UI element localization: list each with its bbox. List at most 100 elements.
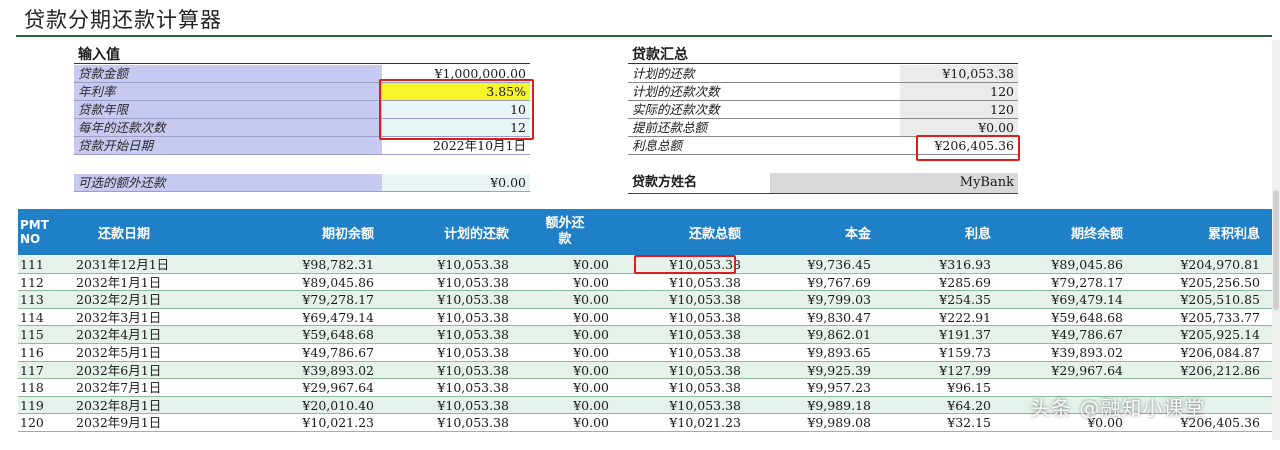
total-payment-cell[interactable]: ¥10,053.38 <box>669 274 741 290</box>
date-cell[interactable]: 2032年7月1日 <box>76 380 162 396</box>
opening-balance-cell[interactable]: ¥89,045.86 <box>302 274 374 290</box>
pmt-no-cell[interactable]: 117 <box>20 362 44 378</box>
date-cell[interactable]: 2032年2月1日 <box>76 292 162 308</box>
extra-payment-cell[interactable]: ¥0.00 <box>573 362 609 378</box>
scheduled-payment-cell[interactable]: ¥10,053.38 <box>437 257 509 272</box>
payments-per-year-cell[interactable]: 12 <box>382 119 530 137</box>
scheduled-payment-cell[interactable]: ¥10,053.38 <box>437 327 509 343</box>
cumulative-interest-cell[interactable]: ¥205,510.85 <box>1180 292 1260 308</box>
scheduled-payment-cell[interactable]: ¥10,053.38 <box>437 344 509 360</box>
pmt-no-cell[interactable]: 116 <box>20 344 44 360</box>
pmt-no-cell[interactable]: 118 <box>20 380 44 396</box>
closing-balance-cell[interactable]: ¥79,278.17 <box>1051 274 1123 290</box>
closing-balance-cell[interactable]: ¥39,893.02 <box>1051 344 1123 360</box>
extra-payment-cell[interactable]: ¥0.00 <box>573 397 609 413</box>
total-payment-cell[interactable]: ¥10,053.38 <box>669 257 741 272</box>
principal-cell[interactable]: ¥9,925.39 <box>807 362 871 378</box>
opening-balance-cell[interactable]: ¥39,893.02 <box>302 362 374 378</box>
opening-balance-cell[interactable]: ¥69,479.14 <box>302 309 374 325</box>
opening-balance-cell[interactable]: ¥29,967.64 <box>302 380 374 396</box>
total-payment-cell[interactable]: ¥10,053.38 <box>669 344 741 360</box>
extra-payment-cell[interactable]: ¥0.00 <box>573 327 609 343</box>
scheduled-payment-cell[interactable]: ¥10,053.38 <box>437 274 509 290</box>
principal-cell[interactable]: ¥9,830.47 <box>807 309 871 325</box>
interest-cell[interactable]: ¥32.15 <box>947 415 991 431</box>
scheduled-payment-cell[interactable]: ¥10,053.38 <box>437 380 509 396</box>
lender-name-cell[interactable]: MyBank <box>770 173 1018 193</box>
pmt-no-cell[interactable]: 115 <box>20 327 44 343</box>
total-payment-cell[interactable]: ¥10,053.38 <box>669 397 741 413</box>
closing-balance-cell[interactable]: ¥0.00 <box>1087 415 1123 431</box>
principal-cell[interactable]: ¥9,862.01 <box>807 327 871 343</box>
date-cell[interactable]: 2032年4月1日 <box>76 327 162 343</box>
scrollbar-thumb[interactable] <box>1273 190 1279 310</box>
pmt-no-cell[interactable]: 111 <box>20 257 44 272</box>
cumulative-interest-cell[interactable]: ¥205,925.14 <box>1180 327 1260 343</box>
extra-payment-cell[interactable]: ¥0.00 <box>382 174 530 192</box>
cumulative-interest-cell[interactable]: ¥206,084.87 <box>1180 344 1260 360</box>
opening-balance-cell[interactable]: ¥49,786.67 <box>302 344 374 360</box>
closing-balance-cell[interactable]: ¥29,967.64 <box>1051 362 1123 378</box>
closing-balance-cell[interactable]: ¥69,479.14 <box>1051 292 1123 308</box>
principal-cell[interactable]: ¥9,957.23 <box>807 380 871 396</box>
date-cell[interactable]: 2032年9月1日 <box>76 415 162 431</box>
cumulative-interest-cell[interactable]: ¥204,970.81 <box>1180 257 1260 272</box>
total-payment-cell[interactable]: ¥10,053.38 <box>669 327 741 343</box>
total-payment-cell[interactable]: ¥10,053.38 <box>669 362 741 378</box>
closing-balance-cell[interactable]: ¥89,045.86 <box>1051 257 1123 272</box>
interest-cell[interactable]: ¥64.20 <box>947 397 991 413</box>
closing-balance-cell[interactable]: ¥49,786.67 <box>1051 327 1123 343</box>
principal-cell[interactable]: ¥9,799.03 <box>807 292 871 308</box>
scheduled-payment-cell[interactable]: ¥10,053.38 <box>437 309 509 325</box>
extra-payment-cell[interactable]: ¥0.00 <box>573 344 609 360</box>
scheduled-payment-cell[interactable]: ¥10,053.38 <box>437 397 509 413</box>
principal-cell[interactable]: ¥9,989.18 <box>807 397 871 413</box>
date-cell[interactable]: 2032年1月1日 <box>76 274 162 290</box>
interest-cell[interactable]: ¥159.73 <box>939 344 991 360</box>
pmt-no-cell[interactable]: 114 <box>20 309 44 325</box>
vertical-scrollbar[interactable] <box>1272 40 1280 440</box>
extra-payment-cell[interactable]: ¥0.00 <box>573 274 609 290</box>
loan-years-cell[interactable]: 10 <box>382 101 530 119</box>
interest-cell[interactable]: ¥285.69 <box>939 274 991 290</box>
scheduled-payment-cell[interactable]: ¥10,053.38 <box>437 362 509 378</box>
scheduled-payment-cell[interactable]: ¥10,053.38 <box>437 292 509 308</box>
date-cell[interactable]: 2032年5月1日 <box>76 344 162 360</box>
opening-balance-cell[interactable]: ¥59,648.68 <box>302 327 374 343</box>
extra-payment-cell[interactable]: ¥0.00 <box>573 257 609 272</box>
interest-cell[interactable]: ¥254.35 <box>939 292 991 308</box>
opening-balance-cell[interactable]: ¥79,278.17 <box>302 292 374 308</box>
pmt-no-cell[interactable]: 113 <box>20 292 44 308</box>
extra-payment-cell[interactable]: ¥0.00 <box>573 309 609 325</box>
annual-rate-cell[interactable]: 3.85% <box>382 83 530 101</box>
principal-cell[interactable]: ¥9,989.08 <box>807 415 871 431</box>
extra-payment-cell[interactable]: ¥0.00 <box>573 380 609 396</box>
pmt-no-cell[interactable]: 120 <box>20 415 44 431</box>
opening-balance-cell[interactable]: ¥98,782.31 <box>302 257 374 272</box>
loan-amount-cell[interactable]: ¥1,000,000.00 <box>382 65 530 83</box>
date-cell[interactable]: 2031年12月1日 <box>76 257 170 272</box>
start-date-cell[interactable]: 2022年10月1日 <box>382 137 530 155</box>
opening-balance-cell[interactable]: ¥10,021.23 <box>302 415 374 431</box>
date-cell[interactable]: 2032年8月1日 <box>76 397 162 413</box>
interest-cell[interactable]: ¥191.37 <box>939 327 991 343</box>
cumulative-interest-cell[interactable]: ¥206,405.36 <box>1180 415 1260 431</box>
cumulative-interest-cell[interactable]: ¥205,256.50 <box>1180 274 1260 290</box>
interest-cell[interactable]: ¥316.93 <box>939 257 991 272</box>
total-payment-cell[interactable]: ¥10,021.23 <box>669 415 741 431</box>
extra-payment-cell[interactable]: ¥0.00 <box>573 415 609 431</box>
principal-cell[interactable]: ¥9,736.45 <box>807 257 871 272</box>
interest-cell[interactable]: ¥96.15 <box>947 380 991 396</box>
interest-cell[interactable]: ¥222.91 <box>939 309 991 325</box>
date-cell[interactable]: 2032年3月1日 <box>76 309 162 325</box>
cumulative-interest-cell[interactable]: ¥206,212.86 <box>1180 362 1260 378</box>
pmt-no-cell[interactable]: 112 <box>20 274 44 290</box>
principal-cell[interactable]: ¥9,767.69 <box>807 274 871 290</box>
principal-cell[interactable]: ¥9,893.65 <box>807 344 871 360</box>
date-cell[interactable]: 2032年6月1日 <box>76 362 162 378</box>
closing-balance-cell[interactable]: ¥59,648.68 <box>1051 309 1123 325</box>
opening-balance-cell[interactable]: ¥20,010.40 <box>302 397 374 413</box>
total-payment-cell[interactable]: ¥10,053.38 <box>669 380 741 396</box>
pmt-no-cell[interactable]: 119 <box>20 397 44 413</box>
extra-payment-cell[interactable]: ¥0.00 <box>573 292 609 308</box>
